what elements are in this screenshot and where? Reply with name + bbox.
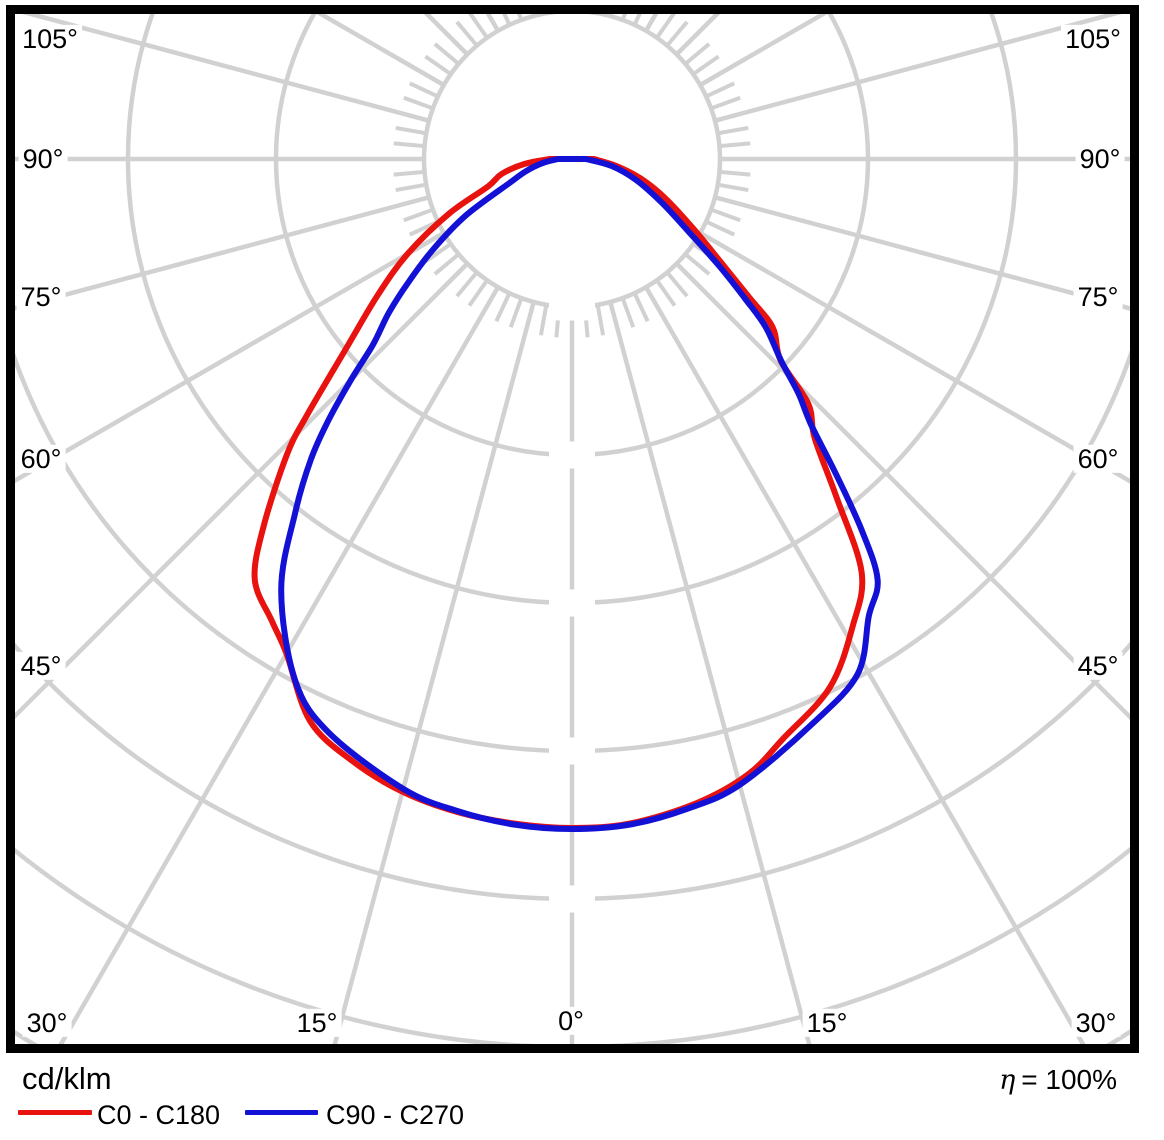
grid-radial xyxy=(332,301,536,1044)
grid-radial xyxy=(15,262,469,720)
grid-radial xyxy=(675,262,1130,721)
angle-label-right: 105° xyxy=(1061,24,1125,53)
grid-tick xyxy=(433,42,460,66)
angle-label-bottom: 30° xyxy=(1071,1008,1121,1037)
grid-tick xyxy=(710,207,741,223)
grid-tick xyxy=(655,14,676,39)
grid-tick xyxy=(538,304,549,336)
grid-tick xyxy=(508,297,524,328)
grid-tick xyxy=(620,14,627,21)
grid-radial xyxy=(22,14,430,123)
grid-tick xyxy=(632,292,650,323)
grid-tick xyxy=(684,42,711,66)
grid-tick xyxy=(717,182,749,193)
curve-c90-c270 xyxy=(278,156,881,832)
efficiency-value: η = 100% xyxy=(999,1064,1117,1096)
grid-tick xyxy=(468,14,489,39)
angle-label-left: 90° xyxy=(18,144,68,173)
units-label: cd/klm xyxy=(22,1061,112,1096)
grid-tick xyxy=(632,14,642,26)
eta-rest: = 100% xyxy=(1021,1064,1117,1095)
angle-label-bottom: 15° xyxy=(802,1008,852,1037)
angle-label-right: 90° xyxy=(1075,144,1125,173)
angle-label-right: 75° xyxy=(1073,282,1123,311)
grid-tick xyxy=(684,252,711,276)
grid-tick xyxy=(705,219,736,237)
grid-tick xyxy=(717,125,749,136)
grid-tick xyxy=(665,20,689,47)
angle-label-left: 60° xyxy=(16,444,66,473)
grid-tick xyxy=(705,81,736,99)
angle-label-right: 60° xyxy=(1073,444,1123,473)
grid-ring xyxy=(15,349,1130,754)
grid-radial xyxy=(608,301,812,1044)
grid-tick xyxy=(403,207,434,223)
angle-label-bottom: 30° xyxy=(22,1008,72,1037)
grid-tick xyxy=(719,141,751,149)
grid-tick xyxy=(455,20,479,47)
grid-tick xyxy=(502,14,512,26)
grid-tick xyxy=(395,125,427,136)
grid-tick xyxy=(455,271,479,298)
grid-tick xyxy=(393,169,425,177)
angle-label-bottom: 15° xyxy=(292,1008,342,1037)
blank-ring-value-box xyxy=(549,737,595,765)
grid-tick xyxy=(467,279,489,307)
legend-label-c90-c270: C90 - C270 xyxy=(326,1100,465,1130)
legend-swatch-c90-c270 xyxy=(245,1110,318,1115)
grid-radial xyxy=(714,14,1122,123)
grid-radial xyxy=(714,195,1130,311)
grid-tick xyxy=(494,292,512,323)
legend-swatch-c0-c180 xyxy=(18,1110,92,1115)
blank-ring-value-box xyxy=(549,441,595,469)
grid-tick xyxy=(620,297,636,328)
angle-label-right: 45° xyxy=(1073,651,1123,680)
curve-c0-c180 xyxy=(251,156,866,831)
grid-tick xyxy=(665,271,689,298)
plot-border xyxy=(6,5,1139,1053)
grid-tick xyxy=(424,242,452,264)
blank-ring-value-box xyxy=(549,589,595,617)
grid-tick xyxy=(403,95,434,111)
grid-tick xyxy=(393,141,425,149)
grid-radial xyxy=(15,195,430,311)
grid-tick xyxy=(719,169,751,177)
blank-ring-value-box xyxy=(549,885,595,913)
grid-tick xyxy=(424,54,452,76)
eta-symbol: η xyxy=(999,1065,1016,1096)
grid-tick xyxy=(433,252,460,276)
angle-label-left: 105° xyxy=(18,24,82,53)
grid-radial xyxy=(15,231,445,484)
grid-tick xyxy=(710,95,741,111)
angle-label-left: 45° xyxy=(16,651,66,680)
angle-label-bottom: 0° xyxy=(554,1006,588,1035)
blank-ring-value-box xyxy=(549,293,595,321)
grid-tick xyxy=(692,54,720,76)
grid-tick xyxy=(595,304,606,336)
grid-tick xyxy=(517,14,524,21)
legend-label-c0-c180: C0 - C180 xyxy=(97,1100,221,1130)
grid-tick xyxy=(408,81,439,99)
grid-tick xyxy=(655,279,677,307)
grid-tick xyxy=(395,182,427,193)
angle-label-left: 75° xyxy=(16,282,66,311)
grid-radial xyxy=(699,231,1130,484)
